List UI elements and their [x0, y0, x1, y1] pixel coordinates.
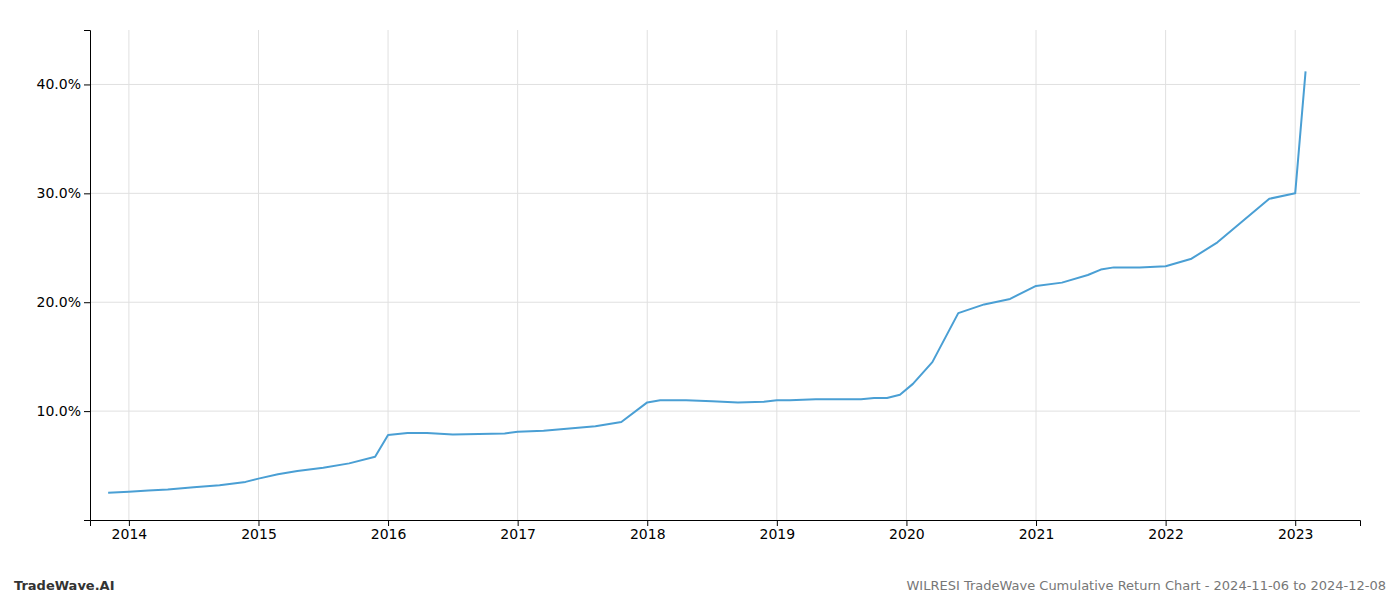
y-tick: 20.0% [37, 294, 90, 310]
x-tick-label: 2017 [500, 526, 536, 542]
x-tick-label: 2015 [241, 526, 277, 542]
title: WILRESI TradeWave Cumulative Return Char… [907, 578, 1387, 593]
grid-line-y [90, 302, 1360, 303]
grid-line-x [1036, 30, 1037, 520]
marks [108, 71, 1305, 492]
x-tick: 2017 [500, 520, 536, 542]
y-axis: 10.0% 20.0% 30.0% 40.0% [37, 31, 91, 521]
x-tick: 2023 [1278, 520, 1314, 542]
x-tick-label: 2016 [371, 526, 407, 542]
grid-line-x [388, 30, 389, 520]
grid-line-y [90, 84, 1360, 85]
x-tick: 2014 [112, 520, 148, 542]
y-tick: 30.0% [37, 185, 90, 201]
y-tick-label: 30.0% [37, 185, 81, 201]
y-tick-mark [84, 193, 90, 194]
plot-area: 2014 2015 2016 2017 2018 2019 2020 2021 2022 2023… [37, 30, 1361, 542]
grid-line-x [776, 30, 777, 520]
x-tick: 2015 [241, 520, 277, 542]
x-tick-label: 2023 [1278, 526, 1314, 542]
y-tick-mark [84, 411, 90, 412]
y-tick-mark [84, 302, 90, 303]
x-tick: 2018 [630, 520, 666, 542]
grid-line-y [90, 193, 1360, 194]
grid-line-x [647, 30, 648, 520]
grid-line-x [258, 30, 259, 520]
grid-line-x [517, 30, 518, 520]
x-tick-label: 2021 [1019, 526, 1055, 542]
grid-line-x [1295, 30, 1296, 520]
x-tick-label: 2014 [112, 526, 148, 542]
y-tick-label: 20.0% [37, 294, 81, 310]
x-tick: 2019 [760, 520, 796, 542]
grid-line-x [906, 30, 907, 520]
x-tick-label: 2022 [1148, 526, 1184, 542]
x-tick-label: 2018 [630, 526, 666, 542]
grid [90, 30, 1360, 520]
y-tick-label: 40.0% [37, 76, 81, 92]
grid-line-x [128, 30, 129, 520]
x-tick: 2021 [1019, 520, 1055, 542]
y-tick-mark [84, 84, 90, 85]
x-tick: 2020 [889, 520, 925, 542]
line [108, 71, 1305, 492]
x-tick-label: 2020 [889, 526, 925, 542]
y-tick: 10.0% [37, 403, 90, 419]
chart: 2014 2015 2016 2017 2018 2019 2020 2021 2022 2023… [0, 0, 1400, 600]
axis-line [84, 31, 91, 521]
x-tick: 2016 [371, 520, 407, 542]
y-tick: 40.0% [37, 76, 90, 92]
watermark: TradeWave.AI [14, 578, 115, 593]
x-axis: 2014 2015 2016 2017 2018 2019 2020 2021 2022 2023 [91, 520, 1361, 542]
grid-line-x [1165, 30, 1166, 520]
x-tick: 2022 [1148, 520, 1184, 542]
grid-line-y [90, 411, 1360, 412]
x-tick-label: 2019 [760, 526, 796, 542]
y-tick-label: 10.0% [37, 403, 81, 419]
